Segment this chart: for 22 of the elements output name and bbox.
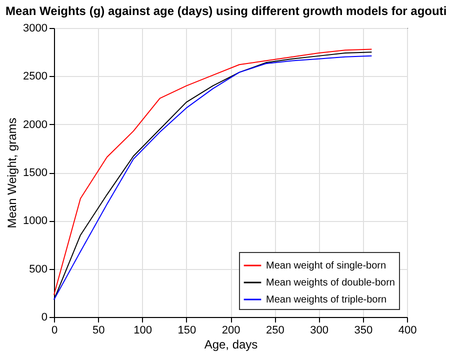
- y-tick-label: 2500: [23, 70, 48, 83]
- x-tick-label: 150: [178, 324, 196, 336]
- legend-label: Mean weights of double-born: [266, 278, 395, 288]
- x-tick-label: 350: [354, 324, 373, 336]
- y-tick-label: 3000: [23, 22, 48, 34]
- x-axis-title: Age, days: [204, 338, 258, 352]
- legend-label: Mean weights of triple-born: [266, 294, 387, 306]
- y-tick-label: 1000: [23, 215, 48, 228]
- x-tick-label: 250: [266, 324, 284, 336]
- y-axis-title: Mean Weight, grams: [5, 118, 20, 228]
- legend-label: Mean weight of single-born: [266, 260, 386, 272]
- x-tick-label: 200: [222, 324, 240, 336]
- x-tick-label: 300: [310, 324, 328, 336]
- y-tick-label: 2000: [23, 118, 48, 131]
- x-tick-label: 50: [92, 324, 105, 336]
- x-tick-label: 0: [51, 324, 58, 336]
- x-tick-label: 400: [398, 324, 417, 336]
- y-tick-label: 500: [29, 263, 48, 276]
- y-tick-label: 1500: [23, 167, 48, 179]
- y-tick-label: 0: [41, 312, 48, 324]
- chart-title: Mean Weights (g) against age (days) using different growth models for agouti: [6, 4, 447, 18]
- x-tick-label: 100: [134, 324, 152, 336]
